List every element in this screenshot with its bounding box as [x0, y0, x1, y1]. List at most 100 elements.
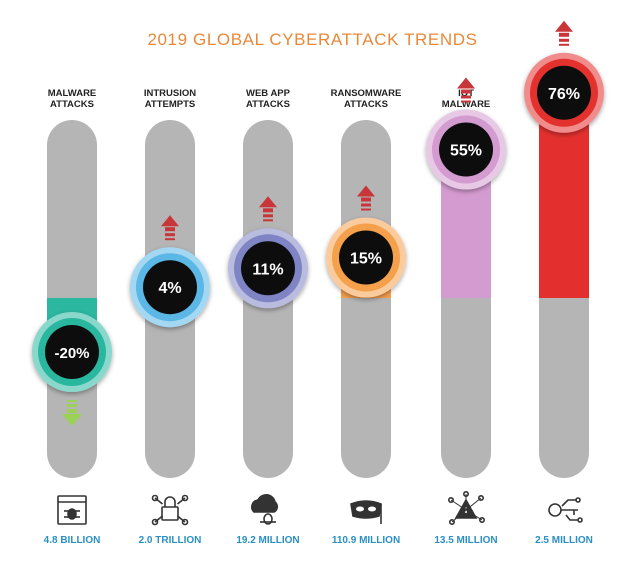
lock-shackle [164, 496, 176, 507]
total-label: 4.8 BILLION [44, 535, 101, 546]
arrow-head [357, 185, 375, 197]
category-label-line: RANSOMWARE [331, 88, 402, 99]
mask-eye [356, 506, 364, 512]
badge-inner [241, 241, 295, 296]
mask-shape [350, 500, 382, 519]
column-5: IOTMALWARE55%13.5 MILLION [426, 88, 506, 546]
total-label: 110.9 MILLION [332, 535, 400, 546]
bug-browser-icon [57, 495, 87, 525]
category-label-line: ATTACKS [246, 99, 290, 110]
cloud-bug-icon [251, 494, 279, 525]
track [341, 120, 391, 478]
badge-inner [537, 65, 591, 120]
chart-title: 2019 GLOBAL CYBERATTACK TRENDS [147, 30, 478, 49]
arrow-head [62, 414, 82, 426]
key-circuit-icon [548, 497, 583, 523]
mask-icon [350, 500, 382, 524]
arrow-stripe [361, 197, 371, 202]
total-label: 2.5 MILLION [535, 535, 593, 546]
cloud-shape [251, 494, 279, 513]
percent-label: -20% [54, 345, 89, 362]
percent-badge [32, 312, 112, 392]
category-label-line: MALWARE [442, 99, 491, 110]
circuit-node [577, 517, 583, 523]
arrow-stripe [67, 400, 77, 402]
percent-badge [326, 217, 406, 298]
lock-body [161, 506, 179, 521]
percent-label: 76% [548, 86, 580, 103]
arrow-stripe [461, 100, 471, 103]
net-node [151, 518, 159, 526]
total-label: 19.2 MILLION [236, 535, 299, 546]
arrow-stripe [361, 203, 371, 207]
down-arrow-icon [62, 400, 82, 426]
lock-network-icon [151, 494, 189, 526]
category-label-line: ATTACKS [50, 99, 94, 110]
net-line [465, 497, 482, 511]
category-label-line: WEB APP [246, 88, 291, 99]
total-label: 13.5 MILLION [434, 535, 497, 546]
key-bow [548, 503, 562, 517]
arrow-head [555, 20, 573, 32]
net-node [151, 494, 159, 502]
arrow-stripe [461, 95, 471, 99]
category-label: RANSOMWARE ATTACKS [331, 88, 402, 110]
badge-inner [339, 230, 393, 285]
category-label: WEB APP ATTACKS [246, 88, 291, 110]
category-label-line: ATTACKS [344, 99, 388, 110]
circuit-node [575, 497, 581, 503]
category-label: MALWARE ATTACKS [48, 88, 97, 110]
badge-inner [45, 325, 99, 379]
net-line [450, 499, 467, 511]
warning-network-icon [447, 490, 485, 525]
arrow-stripe [559, 32, 569, 37]
up-arrow-icon [357, 185, 375, 211]
arrow-head [161, 215, 179, 227]
category-label-line: MALWARE [48, 88, 97, 99]
percent-badge [524, 52, 604, 133]
category-label-line: ATTEMPTS [145, 99, 196, 110]
column-3: WEB APP ATTACKS 11% 19.2 MILLION [228, 88, 308, 546]
up-arrow-icon [457, 77, 475, 103]
arrow-head [457, 77, 475, 89]
arrow-stripe [559, 43, 569, 46]
net-line [177, 497, 186, 505]
net-node [181, 518, 189, 526]
percent-label: 15% [350, 251, 382, 268]
arrow-stripe [263, 208, 273, 213]
column-6: ENCRYPTEDTHREATS76%2.5 MILLION [524, 52, 604, 546]
net-line [451, 509, 467, 523]
net-line [154, 497, 163, 505]
mask-eye [368, 506, 376, 512]
arrow-stripe [263, 219, 273, 222]
percent-badge [130, 247, 210, 328]
net-line [177, 515, 186, 523]
arrow-stripe [559, 38, 569, 42]
category-label-line: INTRUSION [144, 88, 196, 99]
arrow-stripe [165, 238, 175, 241]
net-line [465, 509, 483, 521]
column-1: MALWARE ATTACKS -20% 4.8 BILLION [32, 88, 112, 546]
column-2: INTRUSION ATTEMPTS 4% 2.0 TRILLION [130, 88, 210, 546]
arrow-stripe [263, 214, 273, 218]
arrow-stripe [165, 227, 175, 232]
net-node [478, 516, 485, 523]
net-line [154, 515, 163, 523]
net-node [181, 494, 189, 502]
up-arrow-icon [161, 215, 179, 241]
arrow-head [259, 196, 277, 208]
up-arrow-icon [555, 20, 573, 46]
circuit-line [565, 514, 578, 521]
percent-label: 4% [158, 280, 181, 297]
total-label: 2.0 TRILLION [139, 535, 202, 546]
percent-label: 11% [252, 261, 283, 278]
category-label: INTRUSION ATTEMPTS [144, 88, 196, 110]
percent-label: 55% [450, 143, 482, 160]
arrow-stripe [67, 404, 77, 407]
arrow-stripe [67, 409, 77, 413]
column-4: RANSOMWARE ATTACKS 15% 110.9 MILLION [326, 88, 406, 546]
net-node [448, 518, 455, 525]
browser-frame [57, 495, 87, 525]
badge-inner [143, 260, 197, 315]
